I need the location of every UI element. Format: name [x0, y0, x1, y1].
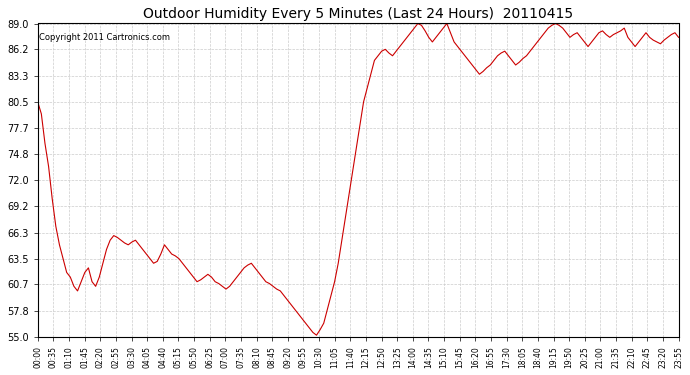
Text: Copyright 2011 Cartronics.com: Copyright 2011 Cartronics.com	[39, 33, 170, 42]
Title: Outdoor Humidity Every 5 Minutes (Last 24 Hours)  20110415: Outdoor Humidity Every 5 Minutes (Last 2…	[143, 7, 573, 21]
